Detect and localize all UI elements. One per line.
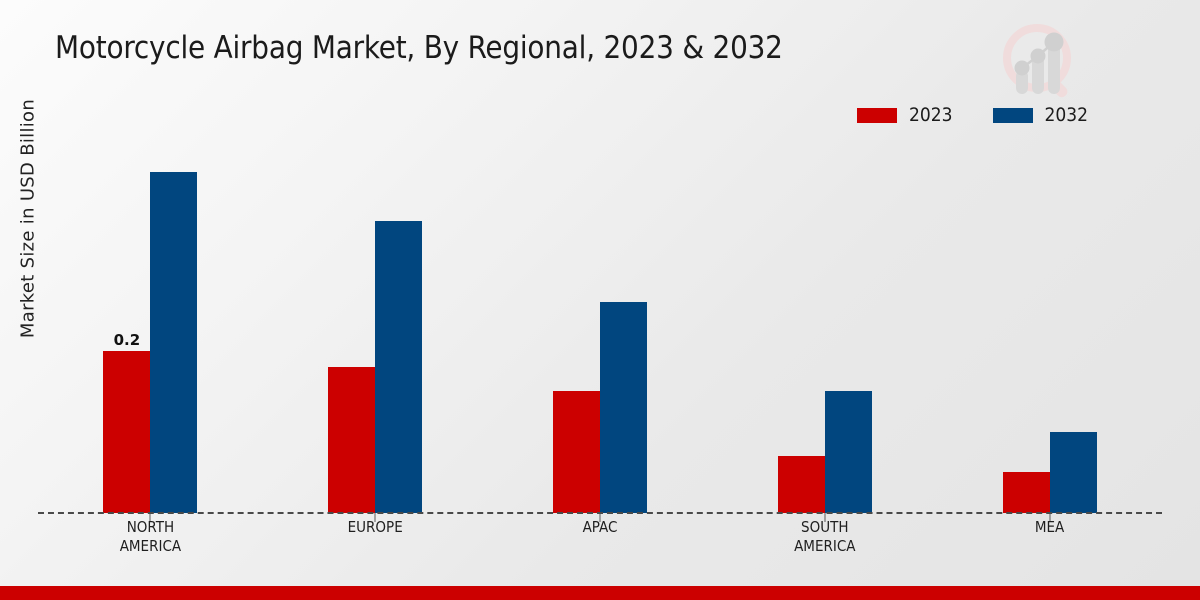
bar-2023-north-america[interactable]: 0.2 bbox=[103, 331, 151, 513]
legend-item-2023[interactable]: 2023 bbox=[857, 104, 953, 126]
trend-dots-icon bbox=[1014, 32, 1064, 76]
plot-area: 0.2 bbox=[38, 140, 1162, 522]
bar-2032-europe[interactable] bbox=[375, 221, 423, 513]
category-label-line: NORTH bbox=[126, 518, 175, 536]
legend-swatch-2023 bbox=[857, 107, 897, 123]
axis-tick bbox=[149, 513, 151, 522]
x-axis-baseline bbox=[38, 512, 1162, 514]
bar-2023-europe[interactable] bbox=[328, 367, 376, 513]
category-label-south-america: SOUTH AMERICA bbox=[712, 518, 937, 556]
category-label-line: EUROPE bbox=[347, 518, 403, 536]
bar-value-label: 0.2 bbox=[113, 330, 141, 349]
bar-2032-south-america[interactable] bbox=[824, 391, 872, 513]
category-label-line: SOUTH bbox=[801, 518, 849, 536]
category-label-line: APAC bbox=[582, 518, 618, 536]
legend-label-2032: 2032 bbox=[1044, 104, 1089, 126]
category-label-line: MEA bbox=[1034, 518, 1065, 536]
bar-group-europe bbox=[263, 140, 488, 522]
magnifier-ring-icon bbox=[1003, 24, 1071, 98]
bar-chart-icon bbox=[1016, 44, 1060, 94]
axis-tick bbox=[374, 513, 376, 522]
bar-2032-mea[interactable] bbox=[1049, 431, 1097, 513]
bar-group-north-america: 0.2 bbox=[38, 140, 263, 522]
x-axis-categories: NORTH AMERICA EUROPE APAC SOUTH AMERICA ME… bbox=[38, 518, 1162, 556]
bar-group-mea bbox=[937, 140, 1162, 522]
footer-accent-bar bbox=[0, 586, 1200, 600]
legend-swatch-2032 bbox=[992, 107, 1033, 123]
bar-2023-south-america[interactable] bbox=[777, 456, 825, 513]
legend-label-2023: 2023 bbox=[909, 104, 953, 126]
axis-tick bbox=[599, 513, 601, 522]
category-label-line: AMERICA bbox=[119, 537, 182, 555]
category-label-europe: EUROPE bbox=[263, 518, 488, 556]
bar-group-apac bbox=[488, 140, 713, 522]
category-label-north-america: NORTH AMERICA bbox=[38, 518, 263, 556]
bar-pair bbox=[1002, 140, 1097, 513]
page-title: Motorcycle Airbag Market, By Regional, 2… bbox=[55, 30, 783, 66]
category-label-line: AMERICA bbox=[794, 537, 856, 555]
bar-2023-mea[interactable] bbox=[1002, 472, 1050, 513]
axis-tick bbox=[1049, 513, 1051, 522]
bar-pair bbox=[777, 140, 872, 513]
chart-legend: 2023 2032 bbox=[857, 104, 1088, 126]
bar-2032-north-america[interactable] bbox=[150, 172, 198, 513]
category-label-apac: APAC bbox=[488, 518, 713, 556]
legend-item-2032[interactable]: 2032 bbox=[992, 104, 1089, 126]
bar-pair bbox=[552, 140, 647, 513]
bar-pair: 0.2 bbox=[103, 140, 198, 513]
category-label-mea: MEA bbox=[937, 518, 1162, 556]
bar-pair bbox=[328, 140, 423, 513]
bar-2023-apac[interactable] bbox=[552, 391, 600, 513]
axis-tick bbox=[824, 513, 826, 522]
y-axis-label: Market Size in USD Billion bbox=[17, 98, 39, 339]
bar-2032-apac[interactable] bbox=[599, 302, 647, 513]
bar-group-south-america bbox=[712, 140, 937, 522]
watermark-logo bbox=[992, 14, 1088, 110]
